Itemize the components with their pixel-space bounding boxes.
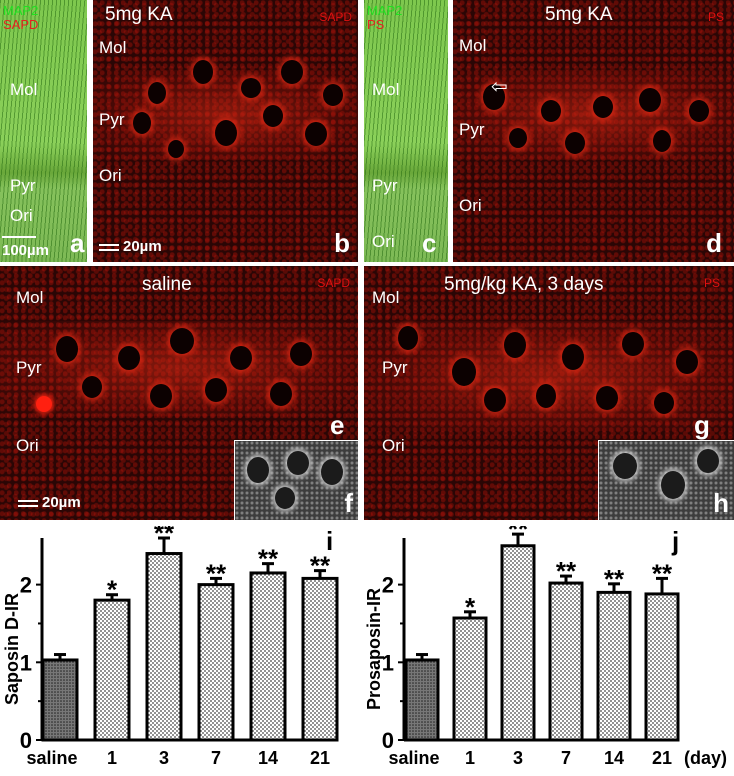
x-tick-label: 1 — [107, 748, 117, 768]
layer-label-mol: Mol — [372, 80, 400, 99]
panel-e-tag: SAPD — [317, 276, 350, 290]
bar-3 — [500, 544, 536, 742]
layer-label-pyr: Pyr — [16, 358, 42, 377]
bar-7 — [548, 581, 584, 742]
panel-a-stain-legend: MAP2 SAPD — [3, 4, 38, 32]
panel-b-title: 5mg KA — [105, 4, 173, 25]
panel-b-tag: SAPD — [319, 10, 352, 24]
x-axis-unit: (day) — [684, 748, 727, 768]
inset-f: f — [234, 440, 358, 520]
layer-label-ori: Ori — [10, 206, 33, 225]
inset-h: h — [598, 440, 734, 520]
panel-letter-d: d — [706, 228, 722, 258]
bar-21 — [644, 592, 680, 742]
panel-c-map2-overview: MAP2 PS Mol Pyr Ori c — [364, 0, 448, 262]
layer-label-ori: Ori — [459, 196, 482, 215]
panel-e-title: saline — [142, 274, 192, 295]
y-tick-label: 2 — [20, 573, 32, 598]
x-tick-label: 21 — [310, 748, 330, 768]
layer-label-pyr: Pyr — [10, 176, 36, 195]
y-tick-label: 1 — [382, 650, 394, 675]
panel-a-map2-overview: MAP2 SAPD Mol Pyr Ori 100µm a — [0, 0, 87, 262]
panel-letter-a: a — [70, 228, 85, 258]
bar-3 — [145, 552, 183, 742]
panel-g-title: 5mg/kg KA, 3 days — [444, 274, 604, 295]
panel-g-ps-ka-3days: 5mg/kg KA, 3 days PS Mol Pyr Ori g h — [364, 266, 734, 520]
significance-marker: ** — [258, 544, 279, 574]
y-axis-label: Prosaposin-IR — [364, 588, 384, 710]
x-tick-label: 3 — [159, 748, 169, 768]
significance-marker: ** — [154, 526, 175, 548]
layer-label-ori: Ori — [382, 436, 405, 455]
panel-letter-e: e — [330, 410, 345, 440]
y-tick-label: 0 — [20, 728, 32, 753]
bar-saline — [41, 658, 79, 742]
layer-label-ori: Ori — [372, 232, 395, 251]
panel-c-stain-legend: MAP2 PS — [367, 4, 402, 32]
significance-marker: ** — [310, 551, 331, 581]
layer-label-pyr: Pyr — [382, 358, 408, 377]
layer-label-ori: Ori — [99, 166, 122, 185]
panel-letter-f: f — [344, 488, 353, 518]
y-axis-label: Saposin D-IR — [2, 593, 22, 705]
panel-letter-h: h — [713, 488, 729, 518]
x-tick-label: 21 — [652, 748, 672, 768]
stain-label-map2: MAP2 — [367, 3, 403, 18]
stain-label-map2: MAP2 — [3, 3, 39, 18]
bar-7 — [197, 583, 235, 742]
bar-1 — [452, 616, 488, 742]
panel-letter-g: g — [694, 410, 710, 440]
x-tick-label: 7 — [561, 748, 571, 768]
y-tick-label: 2 — [382, 573, 394, 598]
layer-label-pyr: Pyr — [459, 120, 485, 139]
layer-label-mol: Mol — [99, 38, 127, 57]
layer-label-mol: Mol — [16, 288, 44, 307]
x-tick-label: 1 — [465, 748, 475, 768]
panel-e-sapd-saline: saline SAPD Mol Pyr Ori 20µm e f — [0, 266, 358, 520]
panel-letter-b: b — [334, 228, 350, 258]
y-tick-label: 1 — [20, 650, 32, 675]
layer-label-pyr: Pyr — [99, 110, 125, 129]
panel-d-tag: PS — [707, 10, 724, 24]
panel-d-ps-ka: 5mg KA PS Mol ⇦ Pyr Ori d — [453, 0, 734, 262]
layer-label-mol: Mol — [372, 288, 400, 307]
scale-bar-e: 20µm — [18, 494, 81, 511]
stain-label-sapd: SAPD — [3, 17, 39, 32]
significance-marker: ** — [604, 564, 625, 594]
panel-b-sapd-ka: 5mg KA SAPD Mol Pyr Ori 20µm b — [93, 0, 358, 262]
x-tick-label: 7 — [211, 748, 221, 768]
x-tick-label: 14 — [258, 748, 278, 768]
bar-14 — [249, 571, 287, 742]
significance-marker: ** — [556, 556, 577, 586]
significance-marker: * — [465, 592, 476, 622]
bar-1 — [93, 598, 131, 742]
panel-g-tag: PS — [703, 276, 720, 290]
layer-label-mol: Mol — [10, 80, 38, 99]
y-tick-label: 0 — [382, 728, 394, 753]
panel-d-title: 5mg KA — [545, 4, 613, 25]
arrow-icon: ⇦ — [491, 76, 508, 98]
significance-marker: ** — [652, 558, 673, 588]
significance-marker: ** — [508, 526, 529, 544]
x-tick-label: 14 — [604, 748, 624, 768]
panel-letter-i: i — [326, 526, 333, 556]
x-tick-label: 3 — [513, 748, 523, 768]
x-tick-label: saline — [26, 748, 77, 768]
significance-marker: * — [107, 575, 118, 605]
layer-label-mol: Mol — [459, 36, 487, 55]
significance-marker: ** — [206, 558, 227, 588]
stain-label-ps: PS — [367, 17, 385, 32]
layer-label-pyr: Pyr — [372, 176, 398, 195]
bar-21 — [301, 576, 339, 742]
panel-letter-c: c — [422, 228, 437, 258]
bar-saline — [404, 658, 440, 742]
scale-bar-a: 100µm — [2, 236, 49, 259]
bar-14 — [596, 590, 632, 742]
layer-label-ori: Ori — [16, 436, 39, 455]
x-tick-label: saline — [388, 748, 439, 768]
scale-bar-b: 20µm — [99, 238, 162, 255]
panel-letter-j: j — [671, 526, 679, 556]
